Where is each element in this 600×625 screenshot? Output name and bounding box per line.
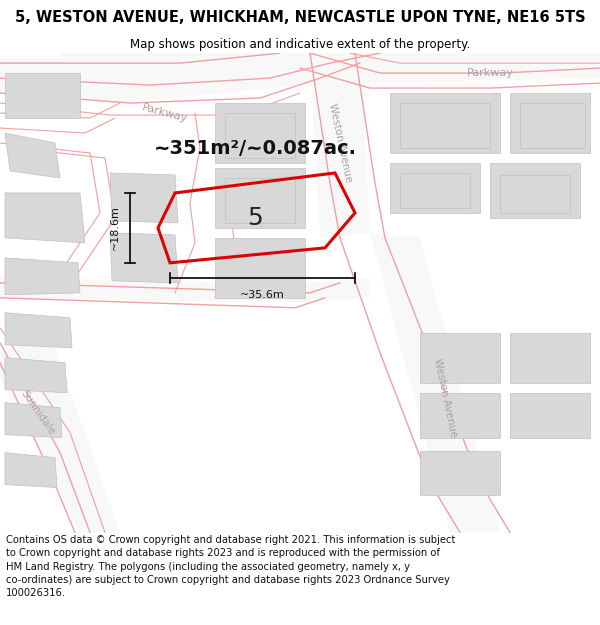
Polygon shape [110, 173, 178, 223]
Polygon shape [5, 133, 60, 178]
Polygon shape [0, 58, 180, 103]
Polygon shape [5, 452, 57, 488]
Polygon shape [390, 93, 500, 153]
Polygon shape [5, 193, 85, 243]
Polygon shape [420, 332, 500, 382]
Text: Weston Avenue: Weston Avenue [327, 102, 353, 183]
Polygon shape [225, 113, 295, 158]
Text: Map shows position and indicative extent of the property.: Map shows position and indicative extent… [130, 38, 470, 51]
Text: 5: 5 [247, 206, 263, 230]
Polygon shape [370, 233, 500, 532]
Polygon shape [400, 173, 470, 208]
Polygon shape [110, 233, 178, 283]
Polygon shape [510, 93, 590, 153]
Polygon shape [5, 357, 67, 392]
Polygon shape [215, 168, 305, 228]
Text: 5, WESTON AVENUE, WHICKHAM, NEWCASTLE UPON TYNE, NE16 5TS: 5, WESTON AVENUE, WHICKHAM, NEWCASTLE UP… [14, 9, 586, 24]
Polygon shape [0, 278, 370, 302]
Polygon shape [280, 53, 600, 83]
Polygon shape [215, 238, 305, 298]
Polygon shape [5, 312, 72, 348]
Polygon shape [510, 392, 590, 438]
Polygon shape [60, 53, 350, 103]
Text: Sunnidale: Sunnidale [19, 389, 57, 437]
Text: Parkway: Parkway [141, 102, 189, 124]
Polygon shape [390, 163, 480, 213]
Text: Contains OS data © Crown copyright and database right 2021. This information is : Contains OS data © Crown copyright and d… [6, 535, 455, 598]
Polygon shape [0, 332, 120, 532]
Polygon shape [420, 451, 500, 494]
Polygon shape [490, 163, 580, 218]
Polygon shape [215, 103, 305, 163]
Polygon shape [5, 73, 80, 118]
Polygon shape [310, 53, 370, 238]
Text: ~35.6m: ~35.6m [240, 290, 285, 300]
Text: ~351m²/~0.087ac.: ~351m²/~0.087ac. [154, 139, 356, 158]
Text: ~18.6m: ~18.6m [110, 206, 120, 251]
Polygon shape [420, 392, 500, 438]
Polygon shape [225, 178, 295, 223]
Polygon shape [400, 103, 490, 148]
Text: Weston Avenue: Weston Avenue [432, 357, 458, 438]
Polygon shape [500, 175, 570, 213]
Polygon shape [510, 332, 590, 382]
Polygon shape [5, 402, 62, 437]
Polygon shape [520, 103, 585, 148]
Polygon shape [5, 258, 80, 295]
Text: Parkway: Parkway [467, 68, 514, 78]
